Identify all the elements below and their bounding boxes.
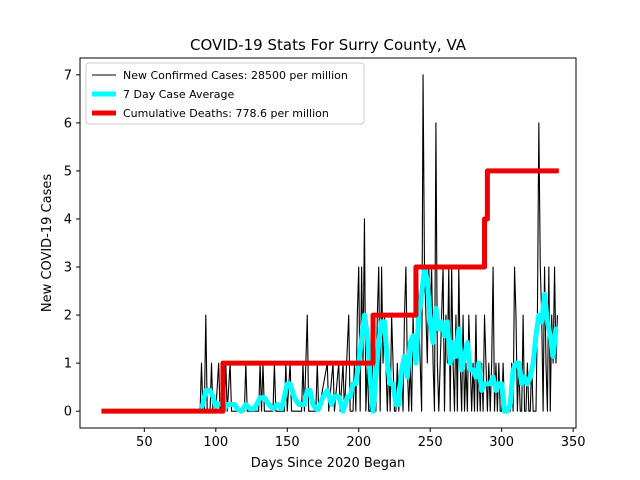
legend-box [85, 62, 365, 125]
legend: New Confirmed Cases: 28500 per million 7 … [85, 62, 365, 125]
x-tick-label: 100 [203, 435, 228, 450]
legend-label-1: New Confirmed Cases: 28500 per million [123, 69, 348, 82]
legend-label-2: 7 Day Case Average [123, 88, 235, 101]
series-line-2 [197, 264, 559, 414]
axes: 50 100 150 200 250 300 350 0 1 2 3 4 5 6 7 [64, 68, 586, 450]
y-tick-label: 7 [64, 68, 72, 83]
plot-series [101, 74, 559, 414]
x-tick-label: 300 [489, 435, 514, 450]
legend-label-3: Cumulative Deaths: 778.6 per million [123, 107, 329, 120]
x-tick-label: 200 [346, 435, 371, 450]
y-tick-label: 2 [64, 309, 72, 324]
y-tick-label: 1 [64, 357, 72, 372]
x-tick-label: 250 [418, 435, 443, 450]
x-axis-ticks: 50 100 150 200 250 300 350 [136, 428, 586, 450]
chart-title: COVID-19 Stats For Surry County, VA [190, 36, 467, 54]
y-tick-label: 4 [64, 212, 72, 227]
y-tick-label: 5 [64, 164, 72, 179]
x-tick-label: 50 [136, 435, 153, 450]
plot-frame [79, 57, 577, 429]
x-axis-label: Days Since 2020 Began [251, 456, 406, 471]
y-axis-label: New COVID-19 Cases [40, 174, 55, 312]
series-line-3 [101, 168, 559, 414]
y-tick-label: 6 [64, 116, 72, 131]
legend-items: New Confirmed Cases: 28500 per million 7 … [92, 69, 348, 120]
x-tick-label: 150 [275, 435, 300, 450]
x-tick-label: 350 [561, 435, 586, 450]
y-tick-label: 0 [64, 405, 72, 420]
y-axis-ticks: 0 1 2 3 4 5 6 7 [64, 68, 80, 420]
y-tick-label: 3 [64, 261, 72, 276]
